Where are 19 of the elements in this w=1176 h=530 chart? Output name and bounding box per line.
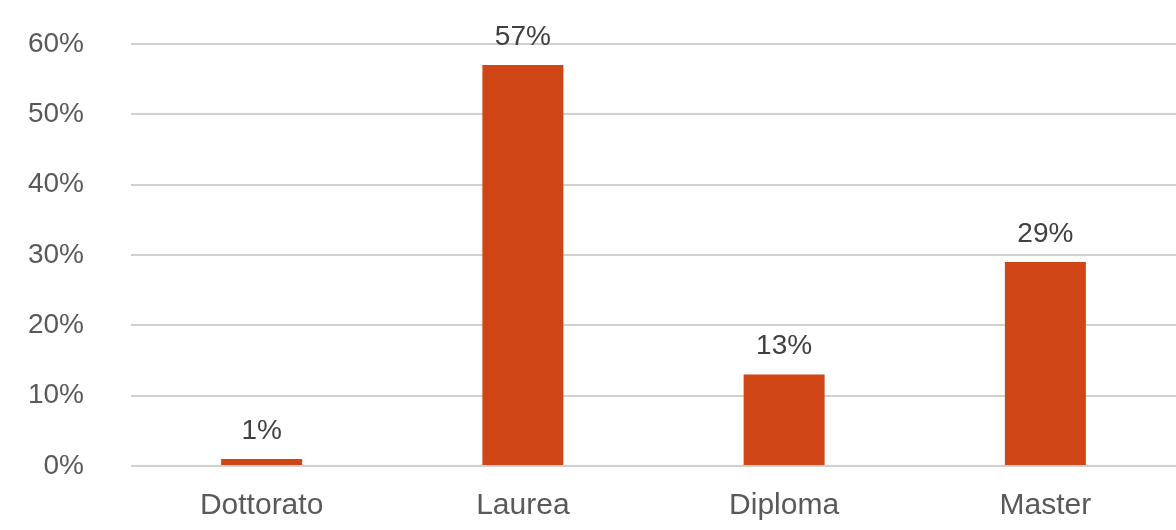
data-label: 29%: [1017, 216, 1074, 248]
bar: [482, 65, 564, 465]
data-label: 1%: [241, 413, 282, 445]
data-label: 57%: [494, 19, 551, 51]
y-tick-label: 10%: [27, 378, 84, 410]
data-label: 13%: [756, 329, 813, 361]
bar: [221, 458, 303, 465]
y-tick-label: 0%: [43, 448, 84, 480]
y-tick-label: 50%: [27, 97, 84, 129]
bar: [1004, 262, 1086, 465]
x-tick-label: Dottorato: [199, 487, 324, 521]
y-tick-label: 30%: [27, 237, 84, 269]
x-tick-label: Diploma: [729, 487, 840, 521]
x-tick-label: Laurea: [476, 487, 570, 521]
y-tick-label: 40%: [27, 167, 84, 199]
y-tick-label: 60%: [27, 26, 84, 58]
bar: [743, 374, 825, 465]
x-tick-label: Master: [999, 487, 1092, 521]
y-tick-label: 20%: [27, 308, 84, 340]
